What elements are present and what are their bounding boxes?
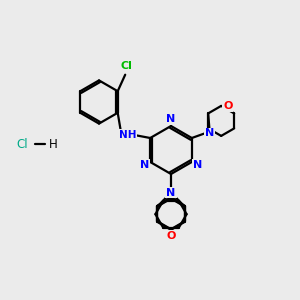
- Text: N: N: [205, 128, 214, 139]
- Text: N: N: [167, 114, 176, 124]
- Text: O: O: [166, 231, 176, 241]
- Text: H: H: [49, 137, 58, 151]
- Text: Cl: Cl: [17, 137, 28, 151]
- Text: N: N: [167, 188, 176, 198]
- Text: N: N: [193, 160, 202, 170]
- Text: Cl: Cl: [121, 61, 133, 71]
- Text: O: O: [223, 101, 232, 111]
- Text: N: N: [140, 160, 149, 170]
- Text: O: O: [166, 231, 176, 242]
- Text: NH: NH: [119, 130, 136, 140]
